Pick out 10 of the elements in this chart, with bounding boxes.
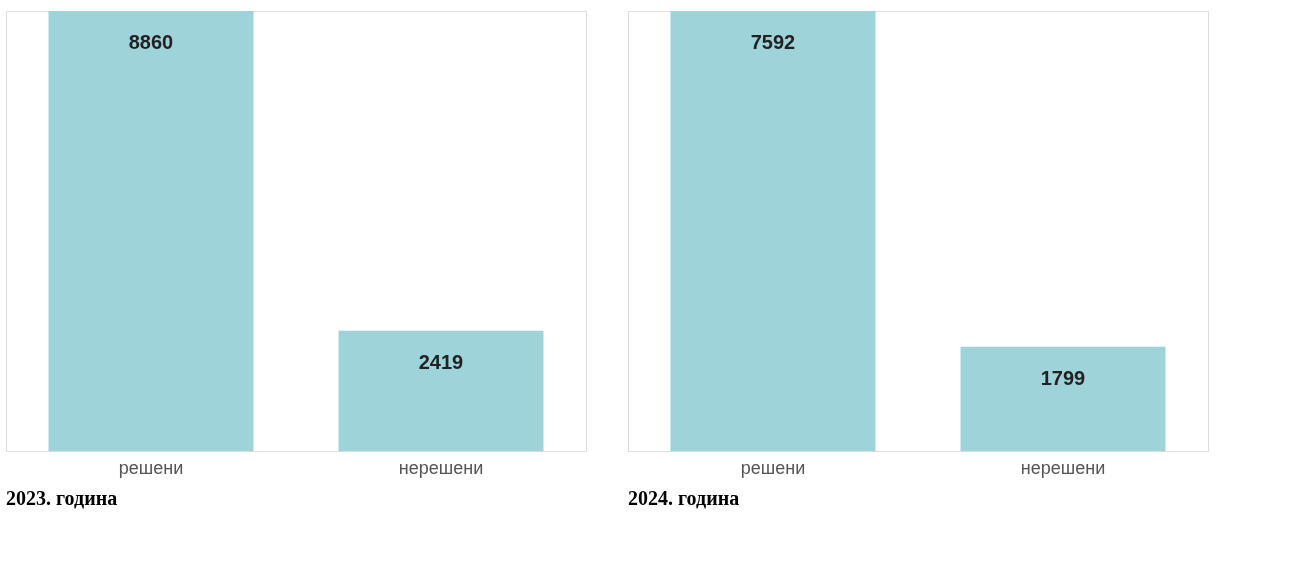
data-label: 8860 — [128, 31, 174, 53]
data-label: 2419 — [418, 350, 464, 373]
x-tick-label: решени — [740, 457, 806, 478]
data-label: 1799 — [1040, 366, 1086, 389]
x-tick-label: нерешени — [398, 457, 484, 478]
text: 2024. година — [628, 487, 740, 509]
x-tick-label: нерешени — [1020, 457, 1106, 478]
data-label: 7592 — [750, 31, 796, 53]
text: 2023. година — [6, 487, 118, 509]
x-tick-label: решени — [118, 457, 184, 478]
